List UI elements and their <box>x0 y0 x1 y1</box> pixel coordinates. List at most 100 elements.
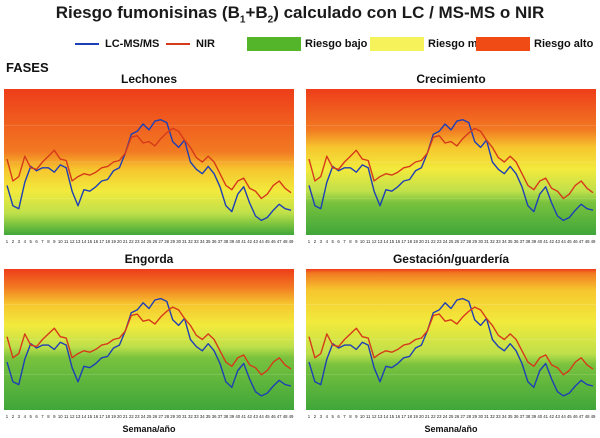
chart-title: Riesgo fumonisinas (B1+B2) calculado con… <box>0 3 600 25</box>
x-tick-label: 18 <box>105 414 110 419</box>
x-tick-label: 29 <box>170 414 175 419</box>
x-tick-label: 36 <box>212 239 217 244</box>
x-tick-label: 48 <box>585 414 590 419</box>
x-tick-label: 1 <box>308 414 311 419</box>
x-tick-label: 36 <box>514 414 519 419</box>
x-tick-label: 43 <box>555 239 560 244</box>
x-tick-label: 38 <box>224 414 229 419</box>
x-tick-label: 10 <box>58 239 63 244</box>
x-tick-label: 18 <box>105 239 110 244</box>
title-part-2: +B <box>245 3 268 22</box>
x-tick-label: 7 <box>41 239 44 244</box>
risk-background-lechones <box>4 89 294 235</box>
x-tick-label: 17 <box>99 414 104 419</box>
x-tick-label: 37 <box>520 414 525 419</box>
x-tick-label: 13 <box>378 239 383 244</box>
x-tick-label: 43 <box>555 414 560 419</box>
x-tick-label: 32 <box>188 239 193 244</box>
x-tick-label: 41 <box>543 414 548 419</box>
x-tick-label: 44 <box>561 239 566 244</box>
x-tick-label: 31 <box>484 414 489 419</box>
x-tick-label: 14 <box>384 239 389 244</box>
x-tick-label: 34 <box>502 239 507 244</box>
x-tick-label: 14 <box>82 414 87 419</box>
x-tick-label: 30 <box>176 239 181 244</box>
x-tick-label: 19 <box>111 239 116 244</box>
x-tick-label: 9 <box>355 239 358 244</box>
legend-line-nir <box>166 43 190 45</box>
x-tick-label: 8 <box>349 414 352 419</box>
x-tick-label: 25 <box>147 414 152 419</box>
risk-background-engorda <box>4 269 294 410</box>
x-tick-label: 23 <box>135 239 140 244</box>
x-tick-label: 47 <box>579 414 584 419</box>
panel-gestacion: 1 2 3 4 5 6 7 8 9 10 11 12 13 14 15 16 17 18 19 20 21 22 23 24 2… <box>306 269 596 419</box>
x-tick-label: 27 <box>158 414 163 419</box>
x-tick-label: 6 <box>35 414 38 419</box>
x-tick-label: 46 <box>271 414 276 419</box>
x-tick-label: 32 <box>490 414 495 419</box>
series-line-lc <box>308 118 594 222</box>
x-tick-label: 21 <box>425 239 430 244</box>
series-line-lc <box>308 297 594 397</box>
x-tick-label: 22 <box>431 414 436 419</box>
risk-background-crecimiento <box>306 89 596 235</box>
x-tick-label: 41 <box>241 239 246 244</box>
x-tick-label: 28 <box>466 414 471 419</box>
x-tick-label: 32 <box>188 414 193 419</box>
x-tick-label: 10 <box>360 239 365 244</box>
x-tick-label: 35 <box>206 239 211 244</box>
x-tick-label: 33 <box>194 414 199 419</box>
x-tick-label: 36 <box>514 239 519 244</box>
x-tick-label: 29 <box>472 414 477 419</box>
x-tick-label: 26 <box>153 239 158 244</box>
x-tick-label: 37 <box>218 239 223 244</box>
x-tick-label: 15 <box>87 239 92 244</box>
legend: LC-MS/MS NIR Riesgo bajo Riesgo medio Ri… <box>0 37 600 55</box>
x-tick-label: 17 <box>99 239 104 244</box>
x-tick-label: 37 <box>520 239 525 244</box>
x-tick-label: 20 <box>117 414 122 419</box>
x-tick-label: 6 <box>35 239 38 244</box>
x-tick-label: 15 <box>389 414 394 419</box>
x-tick-label: 3 <box>18 239 21 244</box>
x-tick-label: 3 <box>18 414 21 419</box>
x-tick-label: 45 <box>265 239 270 244</box>
x-tick-label: 10 <box>58 414 63 419</box>
x-tick-label: 8 <box>47 414 50 419</box>
x-tick-label: 42 <box>549 239 554 244</box>
x-tick-label: 17 <box>401 239 406 244</box>
x-tick-label: 19 <box>413 239 418 244</box>
x-tick-label: 45 <box>265 414 270 419</box>
x-tick-label: 42 <box>247 414 252 419</box>
x-tick-label: 12 <box>70 414 75 419</box>
x-tick-label: 38 <box>526 414 531 419</box>
x-tick-label: 4 <box>326 239 329 244</box>
x-tick-label: 38 <box>526 239 531 244</box>
x-tick-label: 49 <box>591 239 596 244</box>
x-tick-label: 31 <box>182 239 187 244</box>
x-tick-label: 22 <box>129 414 134 419</box>
x-tick-label: 35 <box>508 414 513 419</box>
x-tick-label: 48 <box>585 239 590 244</box>
x-tick-label: 35 <box>206 414 211 419</box>
x-tick-label: 28 <box>466 239 471 244</box>
x-tick-label: 22 <box>129 239 134 244</box>
x-tick-label: 29 <box>170 239 175 244</box>
x-tick-label: 39 <box>531 414 536 419</box>
x-tick-label: 34 <box>200 239 205 244</box>
legend-label-low: Riesgo bajo <box>305 38 368 50</box>
x-tick-label: 46 <box>573 239 578 244</box>
x-tick-label: 4 <box>24 414 27 419</box>
x-tick-label: 16 <box>93 239 98 244</box>
x-tick-label: 5 <box>30 239 33 244</box>
x-tick-label: 24 <box>141 239 146 244</box>
panel-title-gestacion: Gestación/guardería <box>392 252 510 266</box>
x-tick-label: 46 <box>271 239 276 244</box>
x-tick-label: 12 <box>70 239 75 244</box>
legend-label-nir: NIR <box>196 38 215 50</box>
x-tick-label: 20 <box>419 239 424 244</box>
x-tick-label: 6 <box>337 239 340 244</box>
panel-title-engorda: Engorda <box>124 252 174 266</box>
x-tick-label: 11 <box>366 239 371 244</box>
